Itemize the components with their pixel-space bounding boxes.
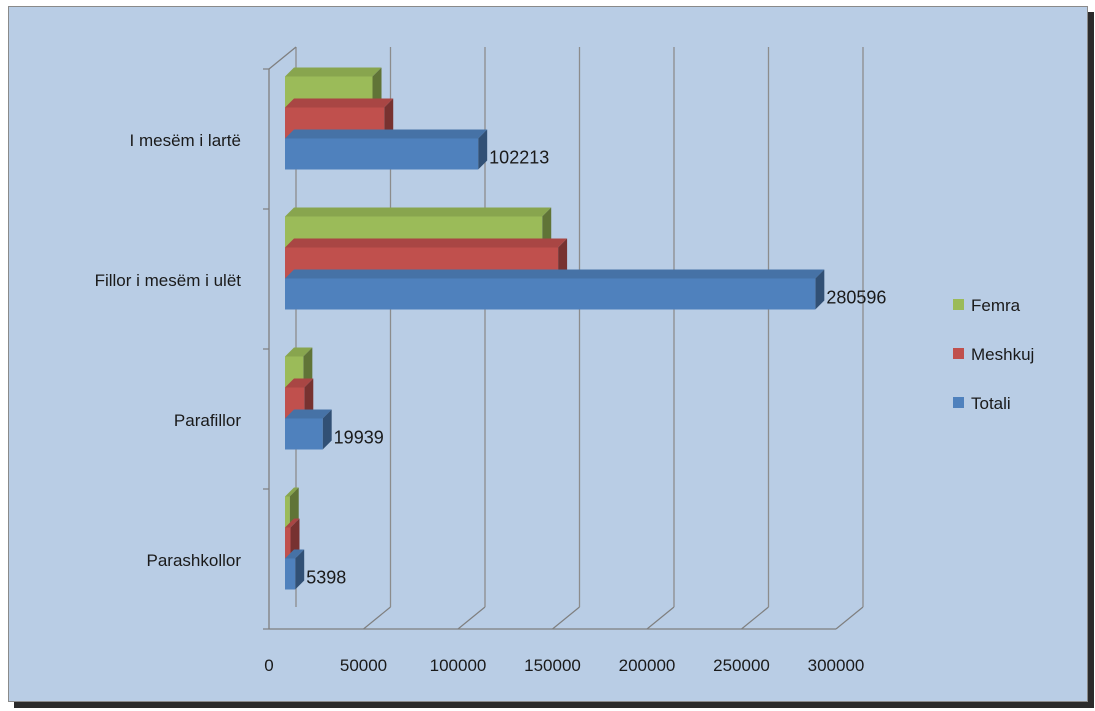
bar-femra-parashkollor [285, 496, 290, 528]
bar-end-femra-fillor-i-mesem-i-ulet [542, 207, 552, 248]
floor-gridline-100000 [457, 606, 486, 630]
x-tick-label: 100000 [430, 656, 487, 675]
floor-gridline-300000 [835, 606, 864, 630]
bar-totali-i-mesem-i-larte [285, 138, 479, 170]
legend-label-totali: Totali [971, 394, 1011, 413]
x-tick-label: 300000 [808, 656, 865, 675]
bar-end-totali-parafillor [322, 409, 332, 450]
bar-top-totali-i-mesem-i-larte [285, 129, 488, 139]
bar-totali-fillor-i-mesem-i-ulet [285, 278, 816, 310]
floor-gridline-150000 [552, 606, 580, 630]
bar-top-totali-parashkollor [285, 549, 305, 559]
bar-end-meshkuj-parashkollor [290, 518, 300, 559]
bar-top-meshkuj-i-mesem-i-larte [285, 98, 394, 108]
bar-chart: 0 50000 100000 150000 200000 250000 300000 Para… [95, 46, 1034, 675]
bar-end-meshkuj-fillor-i-mesem-i-ulet [558, 238, 568, 279]
category-label-i-mesem-i-larte: I mesëm i lartë [130, 131, 241, 150]
legend-label-meshkuj: Meshkuj [971, 345, 1034, 364]
bar-meshkuj-parashkollor [285, 527, 291, 559]
category-label-fillor-i-mesem-i-ulet: Fillor i mesëm i ulët [95, 271, 242, 290]
x-tick-label: 150000 [524, 656, 581, 675]
legend-label-femra: Femra [971, 296, 1021, 315]
bar-end-meshkuj-parafillor [304, 378, 314, 419]
data-label-totali-parafillor: 19939 [334, 428, 384, 448]
bar-totali-parashkollor [285, 558, 296, 590]
bar-top-totali-fillor-i-mesem-i-ulet [285, 269, 825, 279]
bar-end-totali-i-mesem-i-larte [478, 129, 488, 170]
bar-top-meshkuj-parashkollor [285, 518, 300, 528]
data-label-totali-i-mesem-i-larte: 102213 [489, 148, 549, 168]
legend-swatch-totali [953, 397, 964, 408]
bar-end-meshkuj-i-mesem-i-larte [384, 98, 394, 139]
data-label-totali-parashkollor: 5398 [306, 568, 346, 588]
bar-top-femra-fillor-i-mesem-i-ulet [285, 207, 552, 217]
bar-top-meshkuj-fillor-i-mesem-i-ulet [285, 238, 568, 248]
x-tick-label: 200000 [619, 656, 676, 675]
bar-end-totali-parashkollor [295, 549, 305, 590]
bar-top-femra-parashkollor [285, 487, 299, 497]
bar-end-femra-i-mesem-i-larte [372, 67, 382, 108]
category-label-parashkollor: Parashkollor [147, 551, 242, 570]
x-tick-label: 0 [264, 656, 273, 675]
legend-swatch-femra [953, 299, 964, 310]
floor-gridline-200000 [646, 606, 675, 630]
category-label-parafillor: Parafillor [174, 411, 241, 430]
left-wall-top-edge [268, 46, 297, 70]
bar-end-femra-parashkollor [289, 487, 299, 528]
x-tick-label: 50000 [340, 656, 387, 675]
x-tick-label: 250000 [713, 656, 770, 675]
bar-top-femra-i-mesem-i-larte [285, 67, 382, 77]
data-label-totali-fillor-i-mesem-i-ulet: 280596 [826, 288, 886, 308]
bar-end-totali-fillor-i-mesem-i-ulet [815, 269, 825, 310]
bar-totali-parafillor [285, 418, 323, 450]
bar-top-totali-parafillor [285, 409, 332, 419]
floor-gridline-50000 [363, 606, 391, 630]
bar-top-meshkuj-parafillor [285, 378, 314, 388]
legend-swatch-meshkuj [953, 348, 964, 359]
floor-gridline-250000 [741, 606, 769, 630]
chart-frame: 0 50000 100000 150000 200000 250000 300000 Para… [8, 6, 1088, 702]
bar-end-femra-parafillor [303, 347, 313, 388]
bar-top-femra-parafillor [285, 347, 313, 357]
